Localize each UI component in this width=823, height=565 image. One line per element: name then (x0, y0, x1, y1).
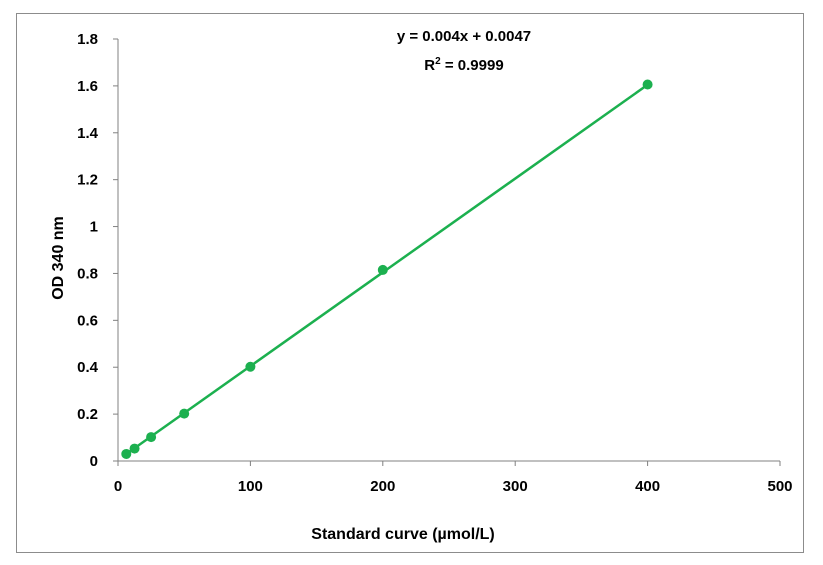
y-tick-label: 0 (90, 453, 98, 470)
x-tick-label: 500 (767, 478, 792, 495)
y-tick-label: 0.6 (77, 312, 98, 329)
y-ticks: 0 0.2 0.4 0.6 0.8 1 1.2 1.4 1.6 1.8 (77, 31, 118, 470)
data-point (377, 264, 388, 275)
x-tick-label: 100 (238, 478, 263, 495)
data-point (146, 432, 157, 443)
y-tick-label: 1.2 (77, 172, 98, 189)
x-tick-label: 300 (503, 478, 528, 495)
y-tick-label: 1.4 (77, 125, 99, 142)
data-point (245, 361, 256, 372)
y-tick-label: 1.8 (77, 31, 98, 48)
x-tick-label: 0 (114, 478, 122, 495)
r2-prefix: R (424, 57, 435, 74)
x-tick-label: 400 (635, 478, 660, 495)
y-tick-label: 0.8 (77, 265, 98, 282)
data-point (121, 448, 132, 459)
data-point (179, 408, 190, 419)
r2-superscript: 2 (435, 56, 441, 67)
y-tick-label: 1 (90, 219, 98, 236)
regression-equation: y = 0.004x + 0.0047 (397, 28, 531, 45)
y-tick-label: 0.4 (77, 359, 99, 376)
data-point (642, 79, 653, 90)
x-axis-title: Standard curve (µmol/L) (311, 526, 494, 543)
x-tick-label: 200 (370, 478, 395, 495)
data-points (121, 79, 653, 459)
y-tick-label: 1.6 (77, 78, 98, 95)
r2-value: = 0.9999 (441, 57, 504, 74)
data-point (129, 443, 140, 454)
axes (117, 39, 780, 462)
y-tick-label: 0.2 (77, 406, 98, 423)
r-squared-label: R2 = 0.9999 (424, 56, 503, 74)
chart-frame (16, 13, 804, 553)
x-ticks: 0 100 200 300 400 500 (114, 461, 793, 495)
y-axis-title: OD 340 nm (50, 216, 67, 300)
